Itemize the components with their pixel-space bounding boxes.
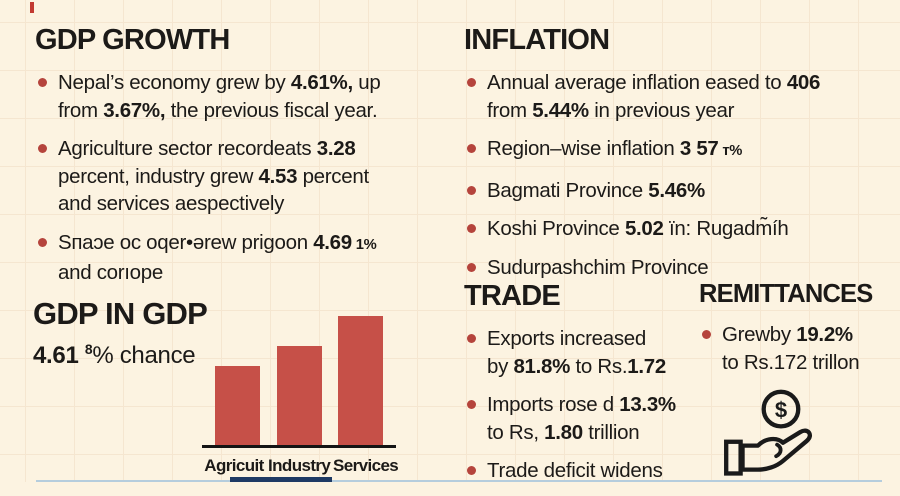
bullet-item: Nepal’s economy grew by 4.61%, up from 3.… [35,69,437,124]
bottom-hairline [36,480,882,482]
bullet-item: Sudurpashchim Province [464,254,892,282]
section-inflation: INFLATION Annual average inflation eased… [464,24,892,292]
bar-services [338,316,383,445]
dollar-coin-icon [761,389,801,429]
gdp-growth-title: GDP GROWTH [35,24,230,56]
bullet-item: Annual average inflation eased to 406 fro… [464,69,892,124]
bullet-item: Grewby 19.2% to Rs.172 trillon [699,321,895,376]
hand-holding-dollar-icon: $ [717,387,857,490]
dollar-sign: $ [775,397,787,422]
section-remittances: REMITTANCES Grewby 19.2% to Rs.172 trillo… [699,280,895,490]
section-trade: TRADE Exports increased by 81.8% to Rs.1.… [464,280,702,496]
gdp-bar-chart: Agricuit Industry Services [202,316,399,476]
inflation-bullet-list: Annual average inflation eased to 406 fro… [464,69,892,281]
chart-baseline [202,445,396,448]
inflation-title: INFLATION [464,24,610,56]
bullet-item: Agriculture sector recordeats 3.28 percen… [35,135,437,218]
section-gdp-in-gdp: GDP IN GDP 4.61 8% chance [33,296,233,370]
gdp-growth-bullet-list: Nepal’s economy grew by 4.61%, up from 3.… [35,69,437,287]
remittances-bullet-list: Grewby 19.2% to Rs.172 trillon [699,321,895,376]
bullet-item: Trade deficit widens [464,457,702,485]
gdp-bar-chart-bars [202,316,396,445]
bar-label: Industry [268,456,331,475]
gdp-in-gdp-subtitle: 4.61 8% chance [33,341,196,369]
bullet-item: Koshi Province 5.02 ïn: Rugadm̃íh [464,215,892,243]
bar-label: Agricuit [204,456,264,475]
bar-industry [276,346,322,445]
bar-label: Services [333,456,399,475]
bullet-item: Imports rose d 13.3% to Rs, 1.80 trillion [464,391,702,446]
hand-cuff [724,439,743,476]
gdp-bar-chart-labels: Agricuit Industry Services [202,456,399,476]
open-hand-outline [740,428,812,472]
section-gdp-growth: GDP GROWTH Nepal’s economy grew by 4.61%… [35,24,437,298]
trade-bullet-list: Exports increased by 81.8% to Rs.1.72 Imp… [464,325,702,485]
bullet-item: Bagmati Province 5.46% [464,177,892,205]
bar-agricuit [215,366,260,445]
remittances-title: REMITTANCES [699,280,873,308]
top-left-red-tick [30,2,34,13]
bullet-item: Exports increased by 81.8% to Rs.1.72 [464,325,702,380]
bullet-item: Region–wise inflation 3 57 т% [464,135,892,166]
bullet-item: Sпaɔe oс oqer•ərew prigoon 4.69 1% and co… [35,229,437,287]
bottom-navy-bar [230,477,332,482]
hand-thumb-line [774,442,783,459]
trade-title: TRADE [464,280,561,312]
gdp-in-gdp-title: GDP IN GDP [33,296,208,331]
